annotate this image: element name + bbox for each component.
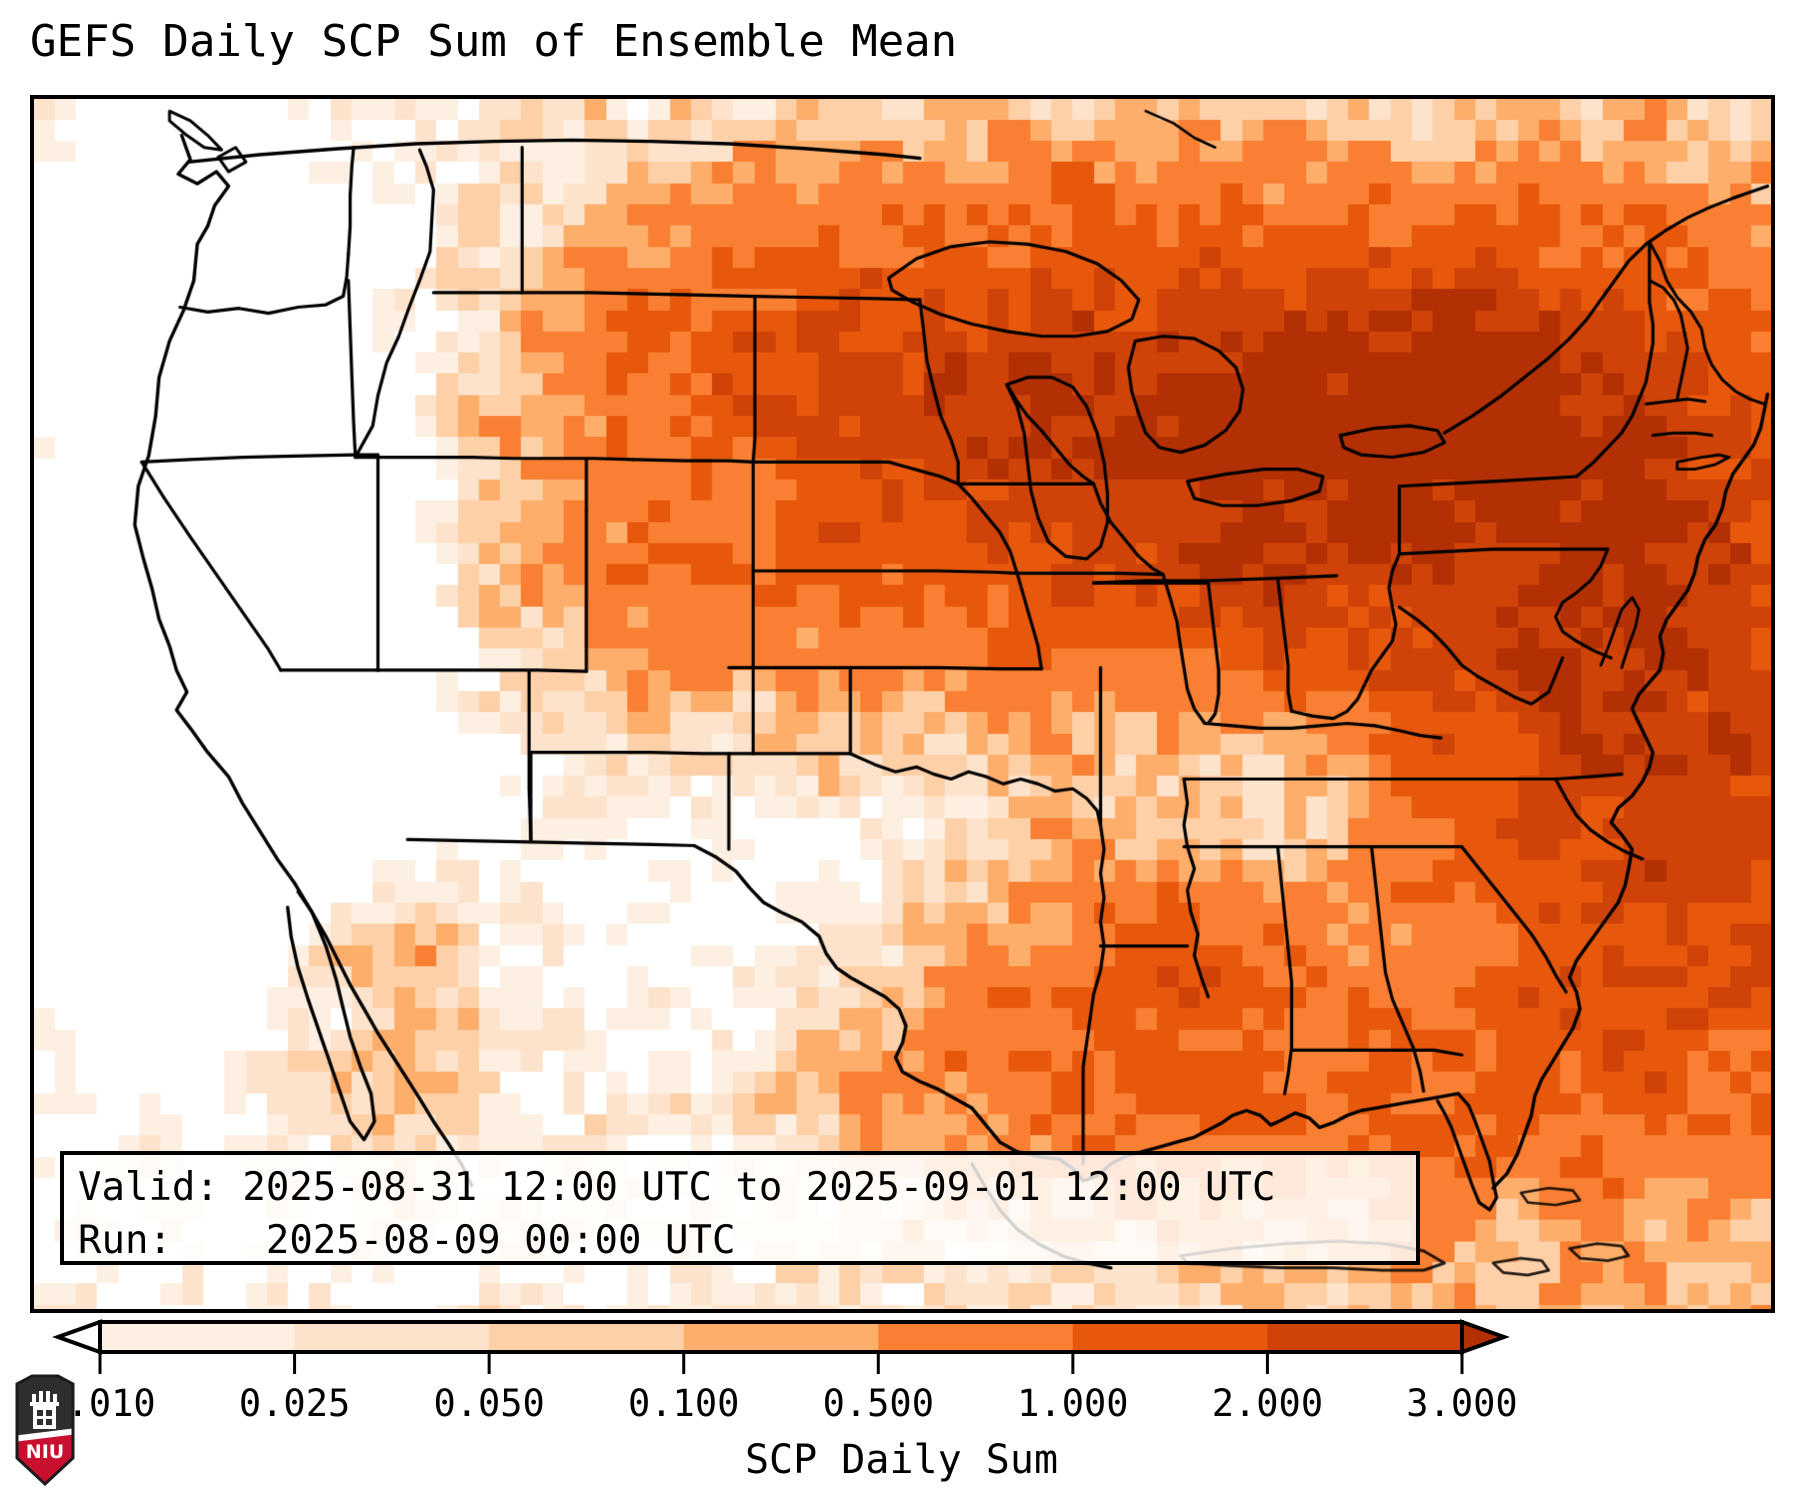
colorbar-tick-label: 1.000 xyxy=(1017,1382,1129,1425)
colorbar-band xyxy=(683,1322,879,1352)
niu-logo: NIU xyxy=(14,1374,76,1487)
niu-logo-text: NIU xyxy=(26,1441,64,1463)
page-title: GEFS Daily SCP Sum of Ensemble Mean xyxy=(30,16,958,67)
colorbar-tick-label: 0.025 xyxy=(238,1382,351,1425)
colorbar-over-arrow xyxy=(1460,1319,1510,1355)
colorbar xyxy=(0,1318,1803,1378)
forecast-info-box: Valid: 2025-08-31 12:00 UTC to 2025-09-0… xyxy=(60,1151,1420,1265)
colorbar-outline xyxy=(98,1320,1464,1354)
map-boundaries-overlay xyxy=(34,99,1771,1309)
colorbar-axis-label: SCP Daily Sum xyxy=(744,1437,1059,1483)
colorbar-band xyxy=(294,1322,490,1352)
colorbar-tick-label: 0.500 xyxy=(822,1382,934,1425)
colorbar-svg xyxy=(52,1319,1510,1374)
colorbar-band xyxy=(1072,1322,1269,1352)
colorbar-tick-label: 3.000 xyxy=(1406,1382,1518,1425)
colorbar-band xyxy=(1267,1322,1463,1352)
colorbar-tick-labels: 0.010 0.025 0.050 0.100 0.500 1.000 2.000 3.000 xyxy=(0,1382,1803,1432)
run-time-line: Run: 2025-08-09 00:00 UTC xyxy=(78,1218,736,1263)
colorbar-band xyxy=(878,1322,1074,1352)
valid-time-line: Valid: 2025-08-31 12:00 UTC to 2025-09-0… xyxy=(78,1165,1276,1210)
colorbar-tick-label: 2.000 xyxy=(1211,1382,1324,1425)
colorbar-under-arrow xyxy=(52,1319,102,1355)
niu-shield-icon: NIU xyxy=(15,1374,75,1487)
map-plot-area xyxy=(30,95,1775,1313)
colorbar-tick-label: 0.050 xyxy=(433,1382,545,1425)
colorbar-band xyxy=(489,1322,685,1352)
colorbar-tick-label: 0.100 xyxy=(628,1382,740,1425)
colorbar-band xyxy=(100,1322,296,1352)
